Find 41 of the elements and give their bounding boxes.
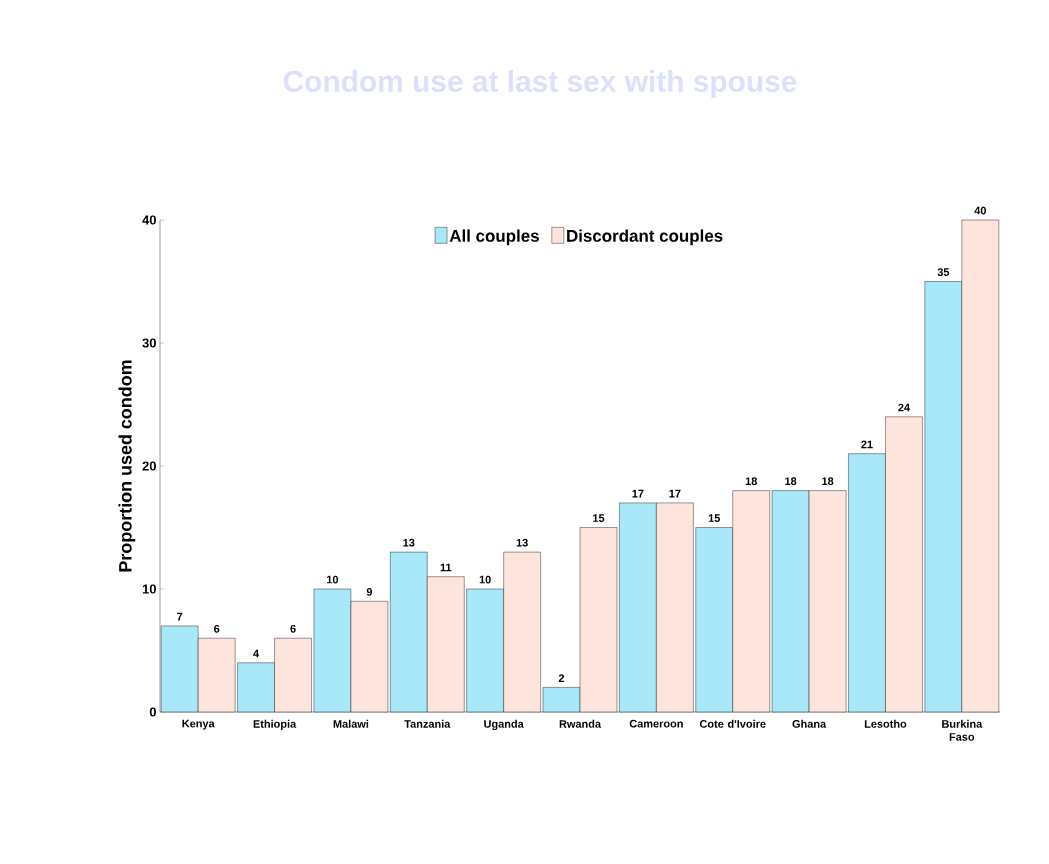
x-tick-label: Kenya (182, 719, 215, 730)
data-label: 7 (177, 612, 183, 621)
x-tick-label: Uganda (484, 719, 524, 731)
data-label: 11 (440, 563, 452, 572)
data-label: 15 (593, 514, 605, 522)
data-label: 21 (861, 440, 873, 449)
x-tick-label: Lesotho (864, 719, 907, 728)
x-tick-label: Tanzania (404, 719, 451, 728)
data-label: 6 (214, 624, 220, 633)
x-tick-label: Ethiopia (253, 719, 297, 730)
data-label: 10 (479, 575, 491, 584)
legend-label: Discordant couples (567, 229, 723, 246)
y-tick-label: 40 (142, 215, 156, 225)
y-tick-label: 0 (149, 707, 156, 717)
data-label: 35 (937, 268, 950, 276)
x-tick-label: Rwanda (559, 719, 602, 728)
data-label: 10 (327, 575, 339, 584)
data-label: 40 (974, 206, 986, 215)
data-label: 6 (290, 624, 296, 633)
x-tick-label: Malawi (333, 719, 369, 728)
data-label: 17 (632, 489, 644, 498)
data-label: 18 (745, 477, 757, 486)
x-tick-label: Ghana (792, 719, 827, 728)
data-label: 9 (366, 588, 373, 596)
legend-label: All couples (449, 229, 539, 246)
data-label: 13 (516, 538, 528, 547)
x-tick-label: Cameroon (629, 719, 683, 728)
x-tick-label: Burkina Faso (942, 719, 983, 741)
data-label: 24 (898, 403, 910, 412)
data-label: 18 (785, 477, 797, 486)
data-label: 15 (708, 514, 721, 522)
y-tick-label: 20 (142, 461, 156, 471)
x-tick-label: Cote d'Ivoire (699, 719, 766, 728)
y-axis-title: Proportion used condom (118, 360, 136, 572)
data-label: 2 (558, 674, 565, 682)
data-label: 17 (669, 489, 681, 498)
y-tick-label: 10 (142, 584, 156, 594)
data-label: 13 (403, 538, 415, 547)
data-label: 18 (822, 477, 834, 486)
data-label: 4 (253, 649, 260, 658)
y-tick-label: 30 (142, 338, 156, 348)
